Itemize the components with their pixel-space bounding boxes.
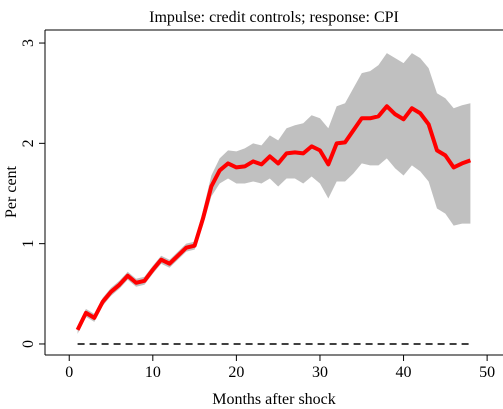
chart-title: Impulse: credit controls; response: CPI xyxy=(149,9,399,26)
y-axis-label: Per cent xyxy=(3,165,20,218)
x-axis-label: Months after shock xyxy=(212,391,336,408)
y-tick-label: 3 xyxy=(20,39,37,47)
x-tick-label: 30 xyxy=(312,364,328,381)
x-tick-label: 40 xyxy=(396,364,412,381)
x-tick-label: 0 xyxy=(65,364,73,381)
x-tick-label: 10 xyxy=(145,364,161,381)
y-tick-label: 0 xyxy=(20,340,37,348)
y-tick-label: 1 xyxy=(20,240,37,248)
x-tick-label: 50 xyxy=(479,364,495,381)
line-series xyxy=(75,104,472,331)
y-tick-label: 2 xyxy=(20,139,37,147)
confidence-band xyxy=(77,53,471,334)
x-tick-label: 20 xyxy=(228,364,244,381)
